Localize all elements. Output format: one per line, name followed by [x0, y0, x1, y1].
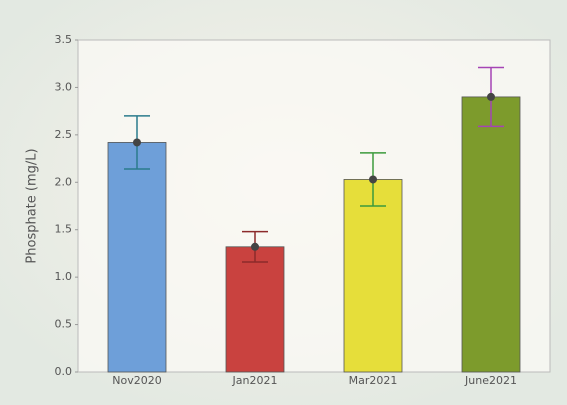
y-tick-label: 0.5 [55, 318, 73, 331]
mean-point [251, 242, 259, 251]
x-tick-label: June2021 [464, 374, 517, 387]
bar [461, 96, 521, 373]
x-tick-label: Nov2020 [112, 374, 161, 387]
y-tick-label: 0.0 [55, 365, 73, 378]
bar [343, 179, 403, 373]
y-tick-label: 1.5 [55, 223, 73, 236]
y-axis-label: Phosphate (mg/L) [25, 148, 40, 263]
y-tick-label: 3.0 [55, 80, 73, 93]
mean-point [133, 138, 141, 147]
y-tick-label: 2.5 [55, 128, 73, 141]
bar [107, 142, 167, 373]
x-tick-label: Mar2021 [349, 374, 398, 387]
mean-point [369, 175, 377, 184]
y-tick-label: 1.0 [55, 270, 73, 283]
x-tick-label: Jan2021 [232, 374, 278, 387]
bar [225, 246, 285, 373]
y-tick-label: 3.5 [55, 33, 73, 46]
y-tick-label: 2.0 [55, 175, 73, 188]
mean-point [487, 92, 495, 101]
